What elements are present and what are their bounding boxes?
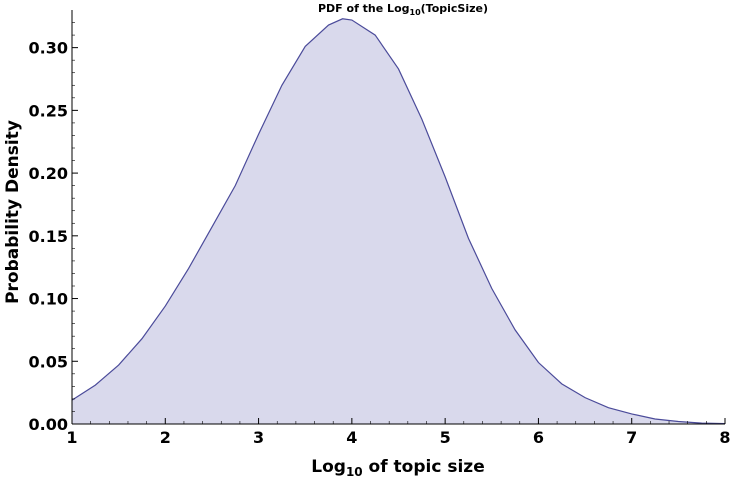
- x-tick-label: 7: [626, 428, 637, 447]
- y-tick-label: 0.10: [29, 290, 68, 309]
- y-tick-label: 0.30: [29, 39, 68, 58]
- x-tick-label: 3: [253, 428, 264, 447]
- y-tick-label: 0.00: [29, 415, 68, 434]
- axes: 1 2 3 4 5 6 7 8 0.00 0.05 0.10 0.15 0.20 0.25 0.30: [29, 10, 731, 447]
- y-tick-label: 0.05: [29, 352, 68, 371]
- y-tick-label: 0.25: [29, 101, 68, 120]
- y-tick-label: 0.20: [29, 164, 68, 183]
- x-tick-label: 4: [346, 428, 357, 447]
- y-ticks: 0.00 0.05 0.10 0.15 0.20 0.25 0.30: [29, 22, 78, 434]
- x-ticks: 1 2 3 4 5 6 7 8: [66, 418, 731, 447]
- y-tick-label: 0.15: [29, 227, 68, 246]
- density-area: [72, 18, 725, 425]
- plot-area: [71, 18, 726, 425]
- x-tick-label: 1: [66, 428, 77, 447]
- x-tick-label: 5: [440, 428, 451, 447]
- x-axis-label: Log10 of topic size: [311, 457, 484, 479]
- chart-title: PDF of the Log10(TopicSize): [318, 2, 488, 17]
- x-tick-label: 8: [719, 428, 730, 447]
- y-axis-label: Probability Density: [3, 120, 23, 304]
- x-tick-label: 6: [533, 428, 544, 447]
- density-curve: [71, 18, 726, 425]
- x-tick-label: 2: [160, 428, 171, 447]
